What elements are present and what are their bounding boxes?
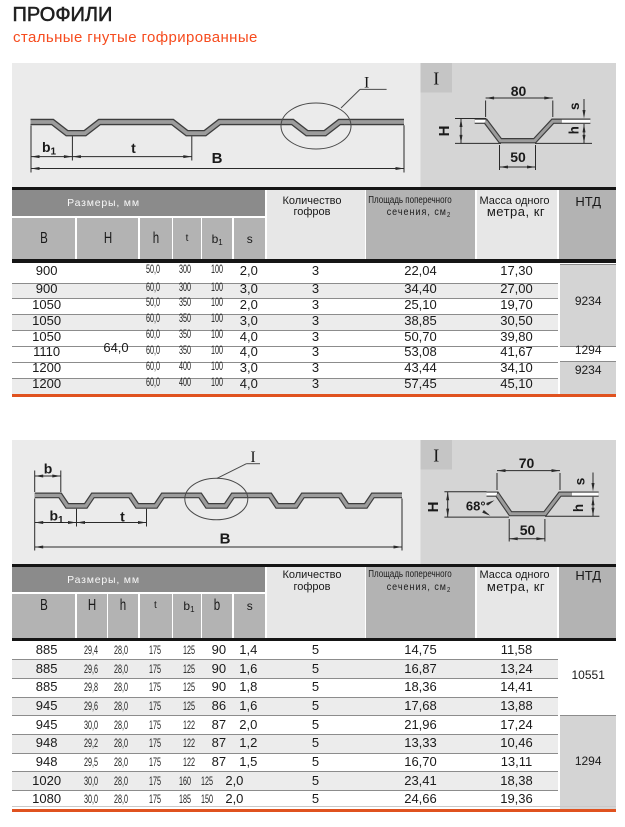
- svg-text:I: I: [433, 69, 439, 89]
- svg-text:B: B: [212, 150, 223, 167]
- svg-text:I: I: [433, 445, 439, 465]
- svg-text:H: H: [436, 126, 453, 137]
- svg-text:50: 50: [520, 522, 536, 538]
- svg-text:I: I: [250, 449, 255, 466]
- svg-text:70: 70: [519, 455, 535, 471]
- svg-text:50: 50: [510, 149, 526, 165]
- svg-text:I: I: [364, 75, 369, 92]
- svg-text:68°: 68°: [466, 498, 486, 513]
- svg-text:t: t: [120, 508, 125, 524]
- svg-text:s: s: [567, 103, 582, 111]
- svg-text:H: H: [425, 501, 442, 512]
- svg-text:b: b: [44, 460, 53, 476]
- svg-text:t: t: [131, 140, 136, 156]
- svg-text:B: B: [220, 530, 231, 547]
- svg-text:s: s: [573, 477, 588, 485]
- svg-text:80: 80: [511, 83, 527, 99]
- svg-text:h: h: [571, 503, 586, 511]
- svg-text:h: h: [567, 126, 582, 134]
